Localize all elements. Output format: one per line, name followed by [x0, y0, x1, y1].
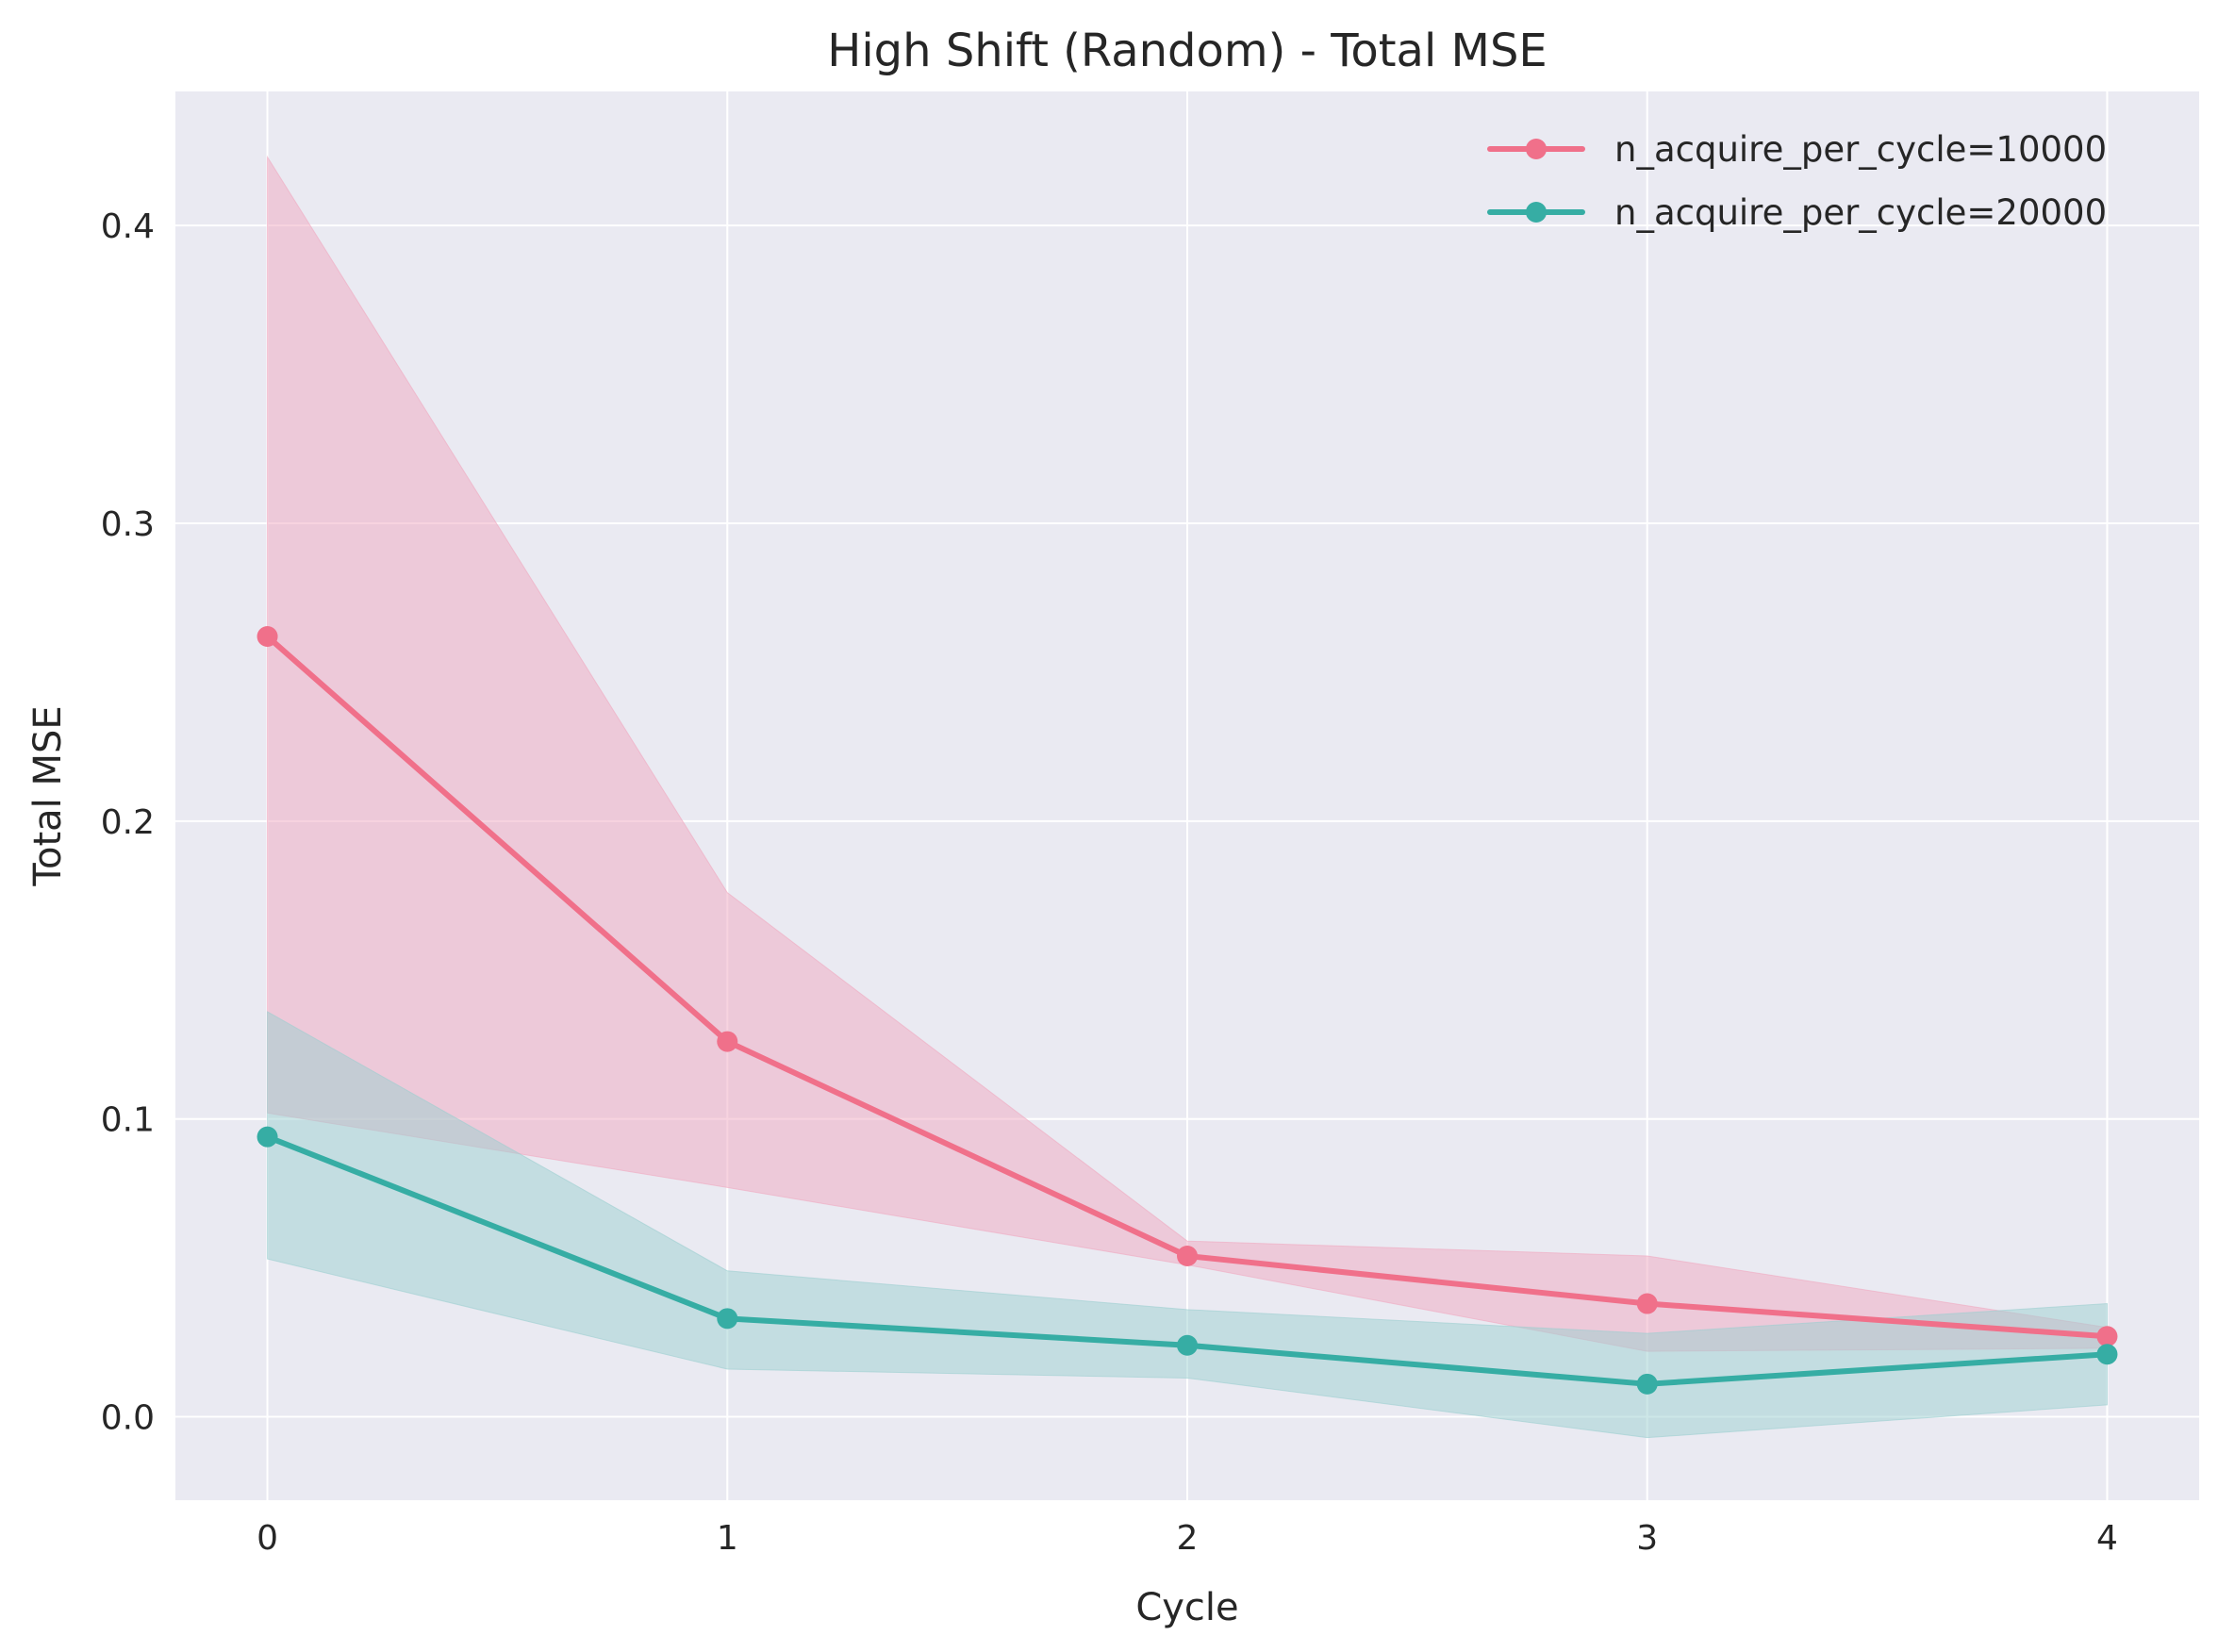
x-tick-labels: 0 1 2 3 4	[257, 1519, 2118, 1558]
data-point	[1636, 1373, 1658, 1395]
data-point	[1636, 1293, 1658, 1314]
x-tick-label: 0	[257, 1519, 278, 1558]
x-tick-label: 4	[2096, 1519, 2118, 1558]
legend-marker	[1526, 202, 1547, 223]
y-tick-label: 0.2	[101, 803, 155, 842]
data-point	[257, 626, 278, 648]
x-axis-label: Cycle	[1135, 1586, 1238, 1629]
legend-marker	[1526, 139, 1547, 159]
data-point	[257, 1126, 278, 1148]
y-tick-label: 0.3	[101, 505, 155, 544]
data-point	[1177, 1334, 1198, 1356]
legend-label: n_acquire_per_cycle=20000	[1614, 192, 2107, 233]
data-point	[717, 1308, 738, 1330]
chart-title: High Shift (Random) - Total MSE	[827, 25, 1548, 77]
y-axis-label: Total MSE	[26, 705, 70, 886]
x-tick-label: 1	[717, 1519, 738, 1558]
data-point	[2096, 1326, 2118, 1347]
y-tick-label: 0.4	[101, 207, 155, 246]
x-tick-label: 2	[1177, 1519, 1199, 1558]
data-point	[2096, 1344, 2118, 1365]
legend: n_acquire_per_cycle=10000 n_acquire_per_c…	[1487, 129, 2107, 233]
x-tick-label: 3	[1636, 1519, 1658, 1558]
y-tick-label: 0.0	[101, 1399, 155, 1438]
data-point	[717, 1031, 738, 1052]
data-point	[1177, 1245, 1198, 1266]
confidence-band-series-2	[267, 1011, 2108, 1439]
series-points	[257, 626, 2118, 1395]
legend-label: n_acquire_per_cycle=10000	[1614, 129, 2107, 170]
y-tick-label: 0.1	[101, 1101, 155, 1140]
y-tick-labels: 0.0 0.1 0.2 0.3 0.4	[101, 207, 155, 1437]
